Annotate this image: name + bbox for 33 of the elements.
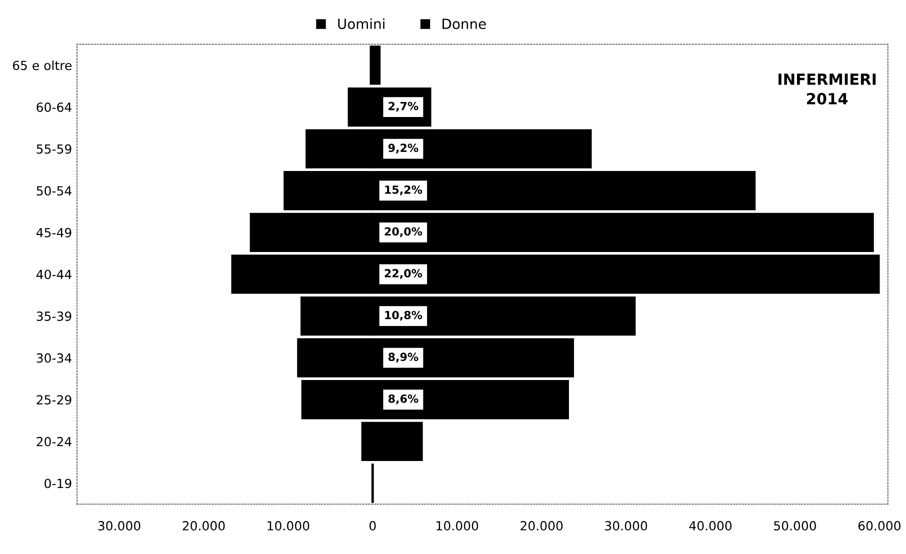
x-tick-label: 30.000: [98, 521, 140, 530]
legend-label: Donne: [442, 18, 486, 30]
x-tick-label: 10.000: [268, 521, 310, 530]
legend-label: Uomini: [338, 18, 384, 30]
y-tick-label: 45-49: [36, 228, 72, 238]
y-tick-label: 50-54: [36, 186, 72, 196]
x-tick-label: 20.000: [520, 521, 563, 530]
annotation: 2,7%: [388, 102, 418, 112]
y-tick-label: 20-24: [36, 436, 72, 446]
y-tick-label: 30-34: [36, 353, 72, 363]
x-tick-label: 20.000: [182, 521, 225, 530]
annotation: 8,6%: [388, 394, 418, 404]
x-tick-label: 40.000: [689, 521, 732, 530]
y-tick-label: 60-64: [36, 102, 72, 112]
x-tick-label: 30.000: [605, 521, 648, 530]
y-tick-label: 25-29: [36, 395, 72, 405]
y-tick-label: 40-44: [36, 270, 72, 280]
x-tick-label: 60.000: [858, 521, 900, 530]
y-tick-label: 35-39: [36, 312, 72, 321]
annotation: 22,0%: [384, 269, 422, 279]
y-tick-label: 65 e oltre: [12, 60, 72, 70]
annotation: 10,8%: [385, 310, 422, 321]
x-tick-label: 10.000: [436, 521, 478, 530]
y-tick-label: 0-19: [44, 478, 72, 488]
annotation: 8,9%: [388, 352, 418, 362]
annotation: 9,2%: [388, 144, 418, 154]
y-tick-label: 55-59: [36, 144, 72, 154]
x-tick-label: 50.000: [774, 521, 816, 530]
x-tick-label: 0: [369, 521, 376, 530]
text: INFERMIERI 2014: [778, 74, 876, 104]
annotation: 20,0%: [384, 227, 422, 238]
bar: [372, 46, 381, 85]
annotation: 15,2%: [385, 185, 422, 196]
